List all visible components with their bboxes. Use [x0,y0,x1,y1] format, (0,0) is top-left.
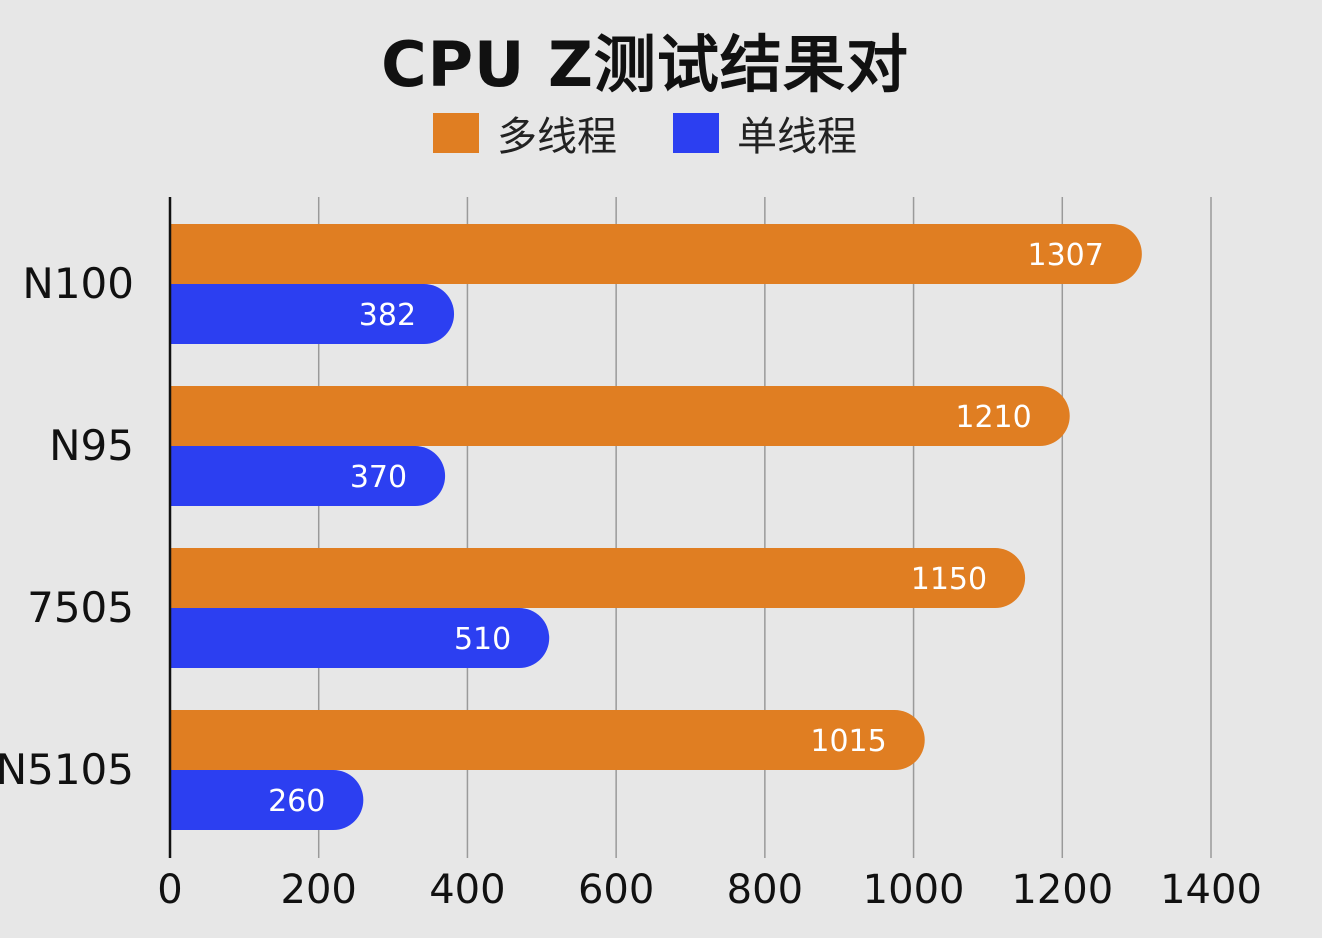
category-label-7505: 7505 [27,583,134,632]
legend-item-multi-thread: 多线程 [433,104,617,162]
bar-7505-series-1 [170,608,550,668]
data-label-n95-series-1: 370 [350,460,407,495]
category-label-n95: N95 [49,421,134,470]
x-tick-label-1000: 1000 [863,867,965,913]
data-label-n100-series-0: 1307 [1027,238,1103,273]
bar-n95-series-0 [170,386,1070,446]
data-label-n5105-series-1: 260 [268,784,325,819]
x-tick-label-0: 0 [157,867,182,913]
legend-label-multi-thread: 多线程 [497,114,617,160]
x-tick-label-1200: 1200 [1011,867,1113,913]
legend-item-single-thread: 单线程 [673,104,857,162]
bar-n95-series-1 [170,446,446,506]
chart-title: CPU Z测试结果对 [381,28,909,101]
bar-7505-series-0 [170,548,1026,608]
x-tick-label-800: 800 [727,867,803,913]
bar-n5105-series-0 [170,710,925,770]
data-label-7505-series-1: 510 [454,622,511,657]
legend-swatch-single-thread [673,113,719,153]
x-tick-label-200: 200 [281,867,357,913]
x-tick-label-600: 600 [578,867,654,913]
bar-n100-series-1 [170,284,455,344]
bar-n5105-series-1 [170,770,364,830]
x-tick-label-400: 400 [429,867,505,913]
legend-swatch-multi-thread [433,113,479,153]
data-label-n5105-series-0: 1015 [810,724,886,759]
category-label-n100: N100 [22,259,134,308]
bar-n100-series-0 [170,224,1142,284]
data-label-n100-series-1: 382 [359,298,416,333]
category-label-n5105: N5105 [0,745,134,794]
data-label-n95-series-0: 1210 [955,400,1031,435]
x-tick-label-1400: 1400 [1160,867,1262,913]
data-label-7505-series-0: 1150 [911,562,987,597]
legend-label-single-thread: 单线程 [737,114,857,160]
legend: 多线程 单线程 [0,104,1290,162]
